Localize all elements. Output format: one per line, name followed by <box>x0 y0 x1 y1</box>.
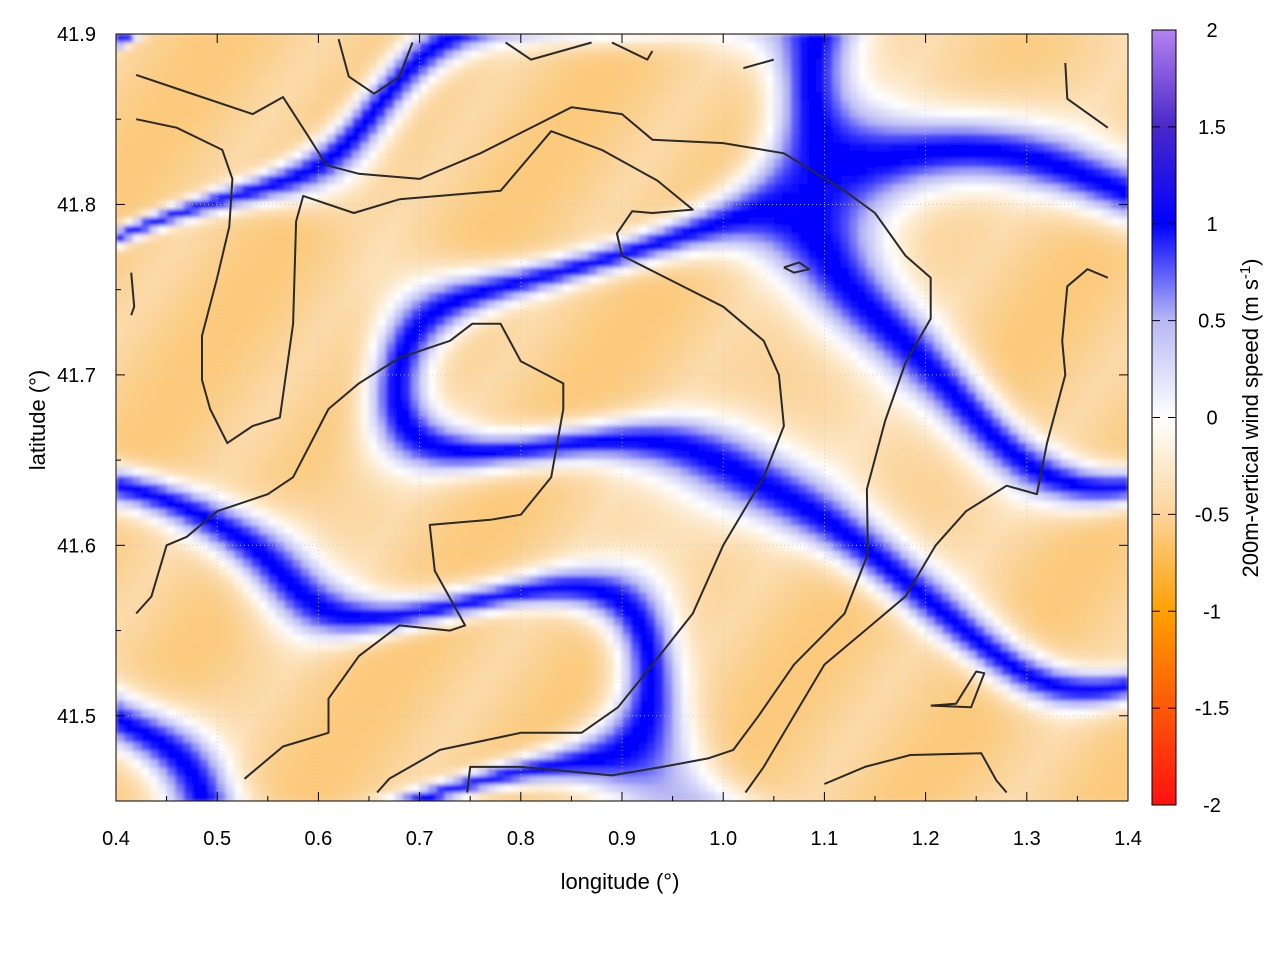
x-axis-label: longitude (°) <box>561 869 680 894</box>
colorbar-label: 200m-vertical wind speed (m s-1) <box>1237 258 1263 577</box>
x-tick-label: 0.5 <box>203 828 231 850</box>
contour-lines <box>130 38 1109 794</box>
colorbar-tick-label: -1.5 <box>1195 698 1229 720</box>
y-tick-label: 41.8 <box>57 194 96 216</box>
x-tick-label: 0.7 <box>406 828 434 850</box>
colorbar-tick-label: 2 <box>1206 20 1217 42</box>
y-tick-label: 41.9 <box>57 24 96 46</box>
x-axis: 0.4 0.5 0.6 0.7 0.8 0.9 1.0 1.1 1.2 1.3 1.4 <box>102 34 1142 850</box>
x-tick-label: 1.4 <box>1114 828 1142 850</box>
y-tick-label: 41.7 <box>57 365 96 387</box>
contour-line <box>505 41 592 61</box>
colorbar-tick-label: 0 <box>1206 408 1217 430</box>
y-tick-label: 41.5 <box>57 706 96 728</box>
colorbar-tick-label: 1.5 <box>1198 117 1226 139</box>
heatmap-field <box>116 34 1128 801</box>
colorbar-tick-label: 1 <box>1206 214 1217 236</box>
x-tick-label: 1.1 <box>810 828 838 850</box>
colorbar-tick-label: -0.5 <box>1195 504 1229 526</box>
contour-line <box>824 752 1008 794</box>
x-tick-label: 1.3 <box>1013 828 1041 850</box>
contour-line <box>744 268 1109 794</box>
colorbar-tick-label: -2 <box>1203 795 1221 817</box>
x-tick-label: 0.8 <box>507 828 535 850</box>
contour-line <box>135 73 932 793</box>
colorbar-ticks: 2 1.5 1 0.5 0 -0.5 -1 -1.5 -2 <box>1152 20 1229 817</box>
x-tick-label: 0.6 <box>304 828 332 850</box>
contour-line <box>1064 62 1109 129</box>
x-tick-label: 0.9 <box>608 828 636 850</box>
colorbar-tick-label: 0.5 <box>1198 311 1226 333</box>
contour-line <box>743 58 775 70</box>
colorbar-tick-label: -1 <box>1203 601 1221 623</box>
y-axis-label: latitude (°) <box>25 370 50 471</box>
contour-line <box>337 38 414 95</box>
contour-line <box>135 118 785 794</box>
contour-line <box>930 670 986 709</box>
contour-line <box>783 261 811 274</box>
colorbar-label-suffix: ) <box>1238 258 1263 265</box>
contour-line <box>135 322 565 780</box>
x-tick-label: 1.2 <box>912 828 940 850</box>
contour-line <box>130 272 136 316</box>
x-tick-label: 0.4 <box>102 828 130 850</box>
colorbar-label-main: 200m-vertical wind speed (m s <box>1238 279 1263 577</box>
y-tick-label: 41.6 <box>57 535 96 557</box>
contour-line <box>611 41 654 61</box>
x-tick-label: 1.0 <box>709 828 737 850</box>
colorbar-label-superscript: -1 <box>1237 266 1254 279</box>
y-axis: 41.5 41.6 41.7 41.8 41.9 <box>57 24 1128 728</box>
